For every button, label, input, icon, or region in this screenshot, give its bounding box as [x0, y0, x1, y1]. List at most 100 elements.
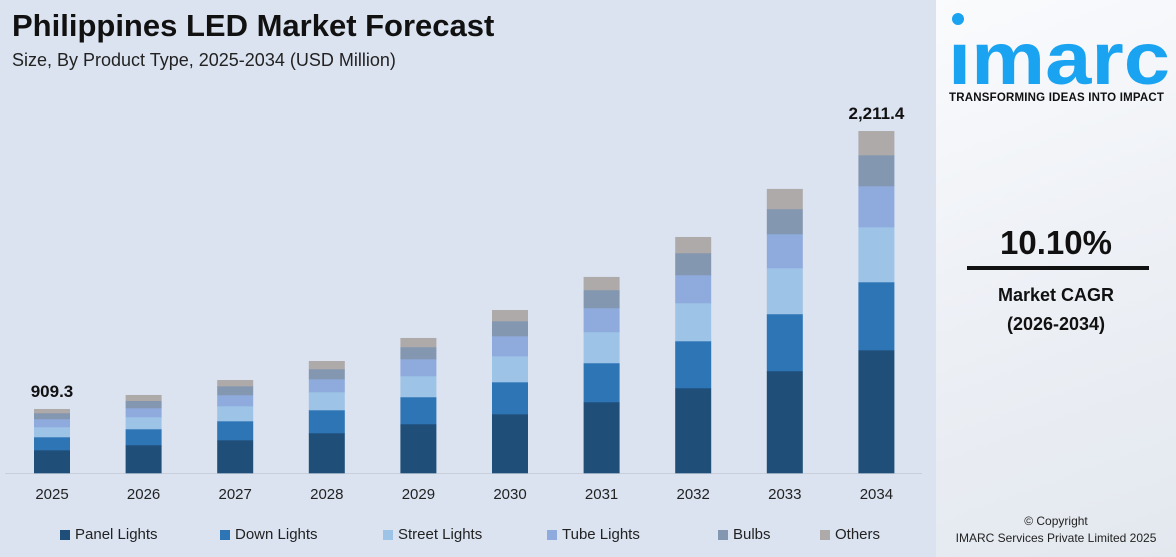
bar-segment-2026-others: [125, 394, 162, 401]
x-tick-label: 2033: [768, 486, 801, 503]
bar-segment-2032-street-lights: [675, 302, 712, 342]
bar-segment-2033-street-lights: [766, 267, 803, 315]
bar-segment-2025-panel-lights: [34, 449, 70, 474]
bar-segment-2029-others: [400, 337, 437, 348]
company-name: IMARC Services Private Limited 2025: [955, 531, 1157, 545]
bar-segment-2026-panel-lights: [125, 444, 162, 474]
bar-segment-2028-others: [308, 360, 345, 370]
bar-segment-2034-tube-lights: [858, 186, 895, 228]
bar-segment-2029-bulbs: [400, 346, 437, 360]
bar-segment-2032-others: [675, 236, 712, 254]
x-tick-label: 2034: [860, 486, 893, 503]
bar-segment-2025-others: [34, 408, 70, 414]
legend-label: Street Lights: [398, 526, 483, 543]
legend-label: Down Lights: [235, 526, 318, 543]
chart-subtitle: Size, By Product Type, 2025-2034 (USD Mi…: [12, 50, 396, 70]
bar-segment-2025-down-lights: [34, 436, 70, 451]
bar-segment-2030-street-lights: [492, 356, 528, 383]
legend-item-panel-lights: Panel Lights: [60, 526, 158, 543]
bar-segment-2034-down-lights: [858, 282, 895, 351]
bar-segment-2033-tube-lights: [766, 233, 803, 269]
bar-segment-2025-street-lights: [34, 426, 70, 438]
bar-segment-2032-down-lights: [675, 340, 712, 389]
bar-segment-2032-panel-lights: [675, 387, 712, 474]
legend-swatch: [383, 529, 393, 540]
bar-segment-2034-others: [858, 131, 895, 156]
bar-segment-2029-street-lights: [400, 375, 437, 398]
cagr-value: 10.10%: [1000, 224, 1112, 261]
bar-segment-2028-street-lights: [308, 391, 345, 411]
x-tick-label: 2030: [493, 486, 526, 503]
bar-segment-2029-down-lights: [400, 396, 437, 425]
legend-swatch: [60, 529, 70, 540]
bar-segment-2030-bulbs: [492, 321, 528, 337]
x-tick-label: 2027: [219, 486, 252, 503]
data-label-2025: 909.3: [31, 382, 74, 401]
x-tick-label: 2032: [677, 486, 710, 503]
info-panel: ımarc TRANSFORMING IDEAS INTO IMPACT 10.…: [936, 0, 1176, 557]
bar-segment-2027-tube-lights: [217, 395, 254, 407]
bar-segment-2031-street-lights: [583, 331, 620, 364]
bar-segment-2027-panel-lights: [217, 440, 254, 474]
bar-segment-2026-street-lights: [125, 416, 162, 430]
bar-segment-2033-panel-lights: [766, 370, 803, 474]
divider: [967, 266, 1149, 270]
bar-segment-2031-tube-lights: [583, 307, 620, 333]
legend-swatch: [718, 529, 728, 540]
bar-segment-2025-bulbs: [34, 412, 70, 420]
bar-segment-2030-down-lights: [492, 382, 528, 415]
svg-text:ımarc: ımarc: [948, 17, 1170, 92]
legend-label: Panel Lights: [75, 526, 158, 543]
bar-segment-2031-others: [583, 276, 620, 291]
legend-swatch: [547, 529, 557, 540]
bar-segment-2032-bulbs: [675, 252, 712, 276]
stacked-bar-chart: 2025 909.3 2026 2027 2028 2029 2030 2031 2032 203…: [5, 104, 922, 503]
legend-item-others: Others: [820, 526, 880, 543]
x-tick-label: 2028: [310, 486, 343, 503]
bar-segment-2025-tube-lights: [34, 418, 70, 428]
legend-label: Bulbs: [733, 526, 771, 543]
legend-label: Others: [835, 526, 881, 543]
bar-segment-2033-down-lights: [766, 313, 803, 372]
chart-title: Philippines LED Market Forecast: [12, 8, 495, 43]
bar-segment-2034-bulbs: [858, 155, 895, 187]
x-tick-label: 2026: [127, 486, 160, 503]
cagr-label: Market CAGR: [997, 285, 1115, 305]
copyright: © Copyright: [1024, 514, 1088, 528]
bar-segment-2028-bulbs: [308, 368, 345, 380]
bar-segment-2029-panel-lights: [400, 423, 437, 474]
bar-segment-2030-others: [492, 310, 528, 322]
bar-segment-2033-others: [766, 188, 803, 210]
bar-segment-2030-tube-lights: [492, 336, 528, 357]
bar-segment-2031-bulbs: [583, 289, 620, 309]
bar-segment-2031-down-lights: [583, 362, 620, 403]
bar-segment-2027-down-lights: [217, 421, 254, 441]
bar-segment-2031-panel-lights: [583, 401, 620, 474]
legend-item-street-lights: Street Lights: [383, 526, 482, 543]
bar-segment-2027-others: [217, 380, 254, 387]
legend-label: Tube Lights: [562, 526, 640, 543]
bar-segment-2026-tube-lights: [125, 407, 162, 418]
legend-swatch: [820, 529, 830, 540]
legend-swatch: [220, 529, 230, 540]
imarc-logo: ımarc: [948, 13, 1170, 92]
bar-segment-2028-tube-lights: [308, 379, 345, 393]
bar-segment-2027-bulbs: [217, 386, 254, 396]
legend-item-bulbs: Bulbs: [718, 526, 771, 543]
bar-segment-2034-panel-lights: [858, 350, 895, 474]
bar-segment-2027-street-lights: [217, 406, 254, 422]
legend-item-down-lights: Down Lights: [220, 526, 318, 543]
x-tick-label: 2029: [402, 486, 435, 503]
bar-segment-2026-bulbs: [125, 400, 162, 409]
chart-area: Philippines LED Market Forecast Size, By…: [5, 8, 922, 543]
data-label-2034: 2,211.4: [849, 104, 905, 123]
bar-segment-2033-bulbs: [766, 208, 803, 235]
x-tick-label: 2025: [35, 486, 68, 503]
bar-segment-2032-tube-lights: [675, 274, 712, 304]
bar-segment-2026-down-lights: [125, 428, 162, 446]
legend-item-tube-lights: Tube Lights: [547, 526, 640, 543]
bar-segment-2028-down-lights: [308, 410, 345, 434]
cagr-period: (2026-2034): [1006, 314, 1106, 334]
bar-segment-2034-street-lights: [858, 227, 895, 283]
brand-tagline: TRANSFORMING IDEAS INTO IMPACT: [949, 92, 1165, 104]
